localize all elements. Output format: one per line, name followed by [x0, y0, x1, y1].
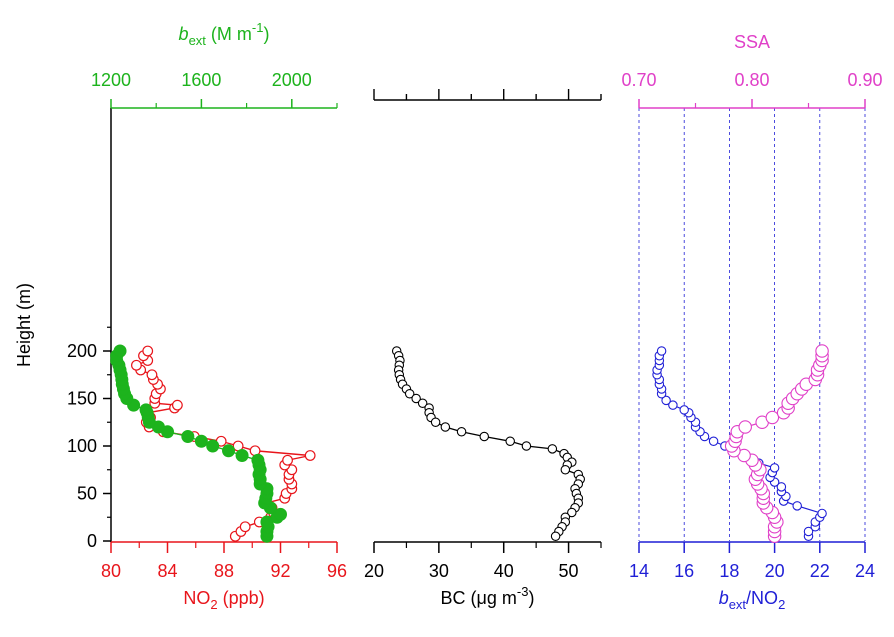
- bottom-tick-label: 88: [214, 561, 234, 581]
- y-tick-label: 150: [67, 389, 97, 409]
- bc-point: [440, 422, 451, 432]
- bottom-tick-label: 96: [327, 561, 347, 581]
- bext-point: [274, 507, 287, 521]
- bottom-tick-label: 16: [674, 561, 694, 581]
- bc-point: [560, 464, 571, 475]
- y-axis-label: Height (m): [14, 283, 34, 367]
- ratio-point: [679, 405, 689, 415]
- bottom-axis-label: BC (μg m-3): [441, 584, 535, 608]
- panel-ssa-ratio: 14 16 18 20 22 24 bext/NO2 0.70 0.80 0.90 SSA: [621, 32, 882, 612]
- ssa-point: [765, 410, 780, 425]
- bottom-tick-label: 92: [270, 561, 290, 581]
- top-axis-label: bext (M m-1): [179, 20, 270, 48]
- ratio-point: [776, 482, 787, 492]
- bottom-axis-label: NO2 (ppb): [183, 588, 264, 612]
- bext-point: [206, 439, 220, 453]
- top-tick-label: 0.90: [847, 70, 882, 90]
- top-tick-label: 2000: [272, 70, 312, 90]
- no2-point: [171, 399, 183, 411]
- bottom-tick-label: 40: [494, 561, 514, 581]
- bc-point: [547, 444, 558, 454]
- bc-point: [479, 431, 490, 442]
- y-tick-label: 100: [67, 436, 97, 456]
- bext-point: [235, 449, 249, 462]
- bottom-tick-label: 20: [364, 561, 384, 581]
- ratio-point: [769, 463, 780, 473]
- ssa-point: [815, 344, 829, 358]
- y-tick-label: 0: [87, 531, 97, 551]
- bext-point: [194, 434, 208, 448]
- bext-point: [113, 344, 127, 358]
- bc-line: [396, 350, 581, 537]
- ratio-point: [656, 346, 667, 356]
- no2-point: [131, 359, 142, 371]
- ratio-point: [661, 395, 671, 406]
- bc-point: [567, 507, 577, 518]
- panel-bc: 20 30 40 50 BC (μg m-3): [364, 89, 602, 608]
- panel-no2-bext: 0 50 100 150 200 Height (m) 80 84 88 92 96 NO2 (ppb…: [14, 20, 347, 612]
- ratio-point: [792, 501, 802, 511]
- top-tick-label: 0.80: [734, 70, 769, 90]
- bottom-tick-label: 14: [629, 561, 649, 581]
- ratio-point: [817, 508, 827, 519]
- bc-point: [521, 441, 532, 451]
- bext-point: [251, 453, 265, 467]
- bottom-tick-label: 80: [101, 561, 121, 581]
- bc-point: [505, 436, 515, 446]
- no2-point: [142, 345, 154, 357]
- bottom-tick-label: 22: [810, 561, 830, 581]
- bc-point: [456, 426, 467, 437]
- no2-point: [304, 450, 316, 461]
- bc-point: [550, 531, 561, 541]
- y-tick-label: 200: [67, 341, 97, 361]
- no2-point: [282, 454, 293, 466]
- bottom-axis-label: bext/NO2: [719, 588, 786, 612]
- no2-point: [146, 369, 158, 381]
- y-tick-label: 50: [77, 484, 97, 504]
- bc-point: [417, 398, 428, 408]
- bottom-tick-label: 84: [157, 561, 177, 581]
- top-tick-label: 1200: [91, 70, 131, 90]
- bottom-tick-label: 24: [855, 561, 875, 581]
- ratio-point: [803, 526, 814, 537]
- bext-point: [222, 444, 236, 458]
- ratio-point: [668, 400, 678, 410]
- ratio-point: [708, 436, 719, 446]
- top-tick-label: 1600: [181, 70, 221, 90]
- bc-point: [411, 393, 421, 404]
- top-tick-label: 0.70: [621, 70, 656, 90]
- bext-point: [181, 430, 195, 443]
- bottom-tick-label: 18: [719, 561, 739, 581]
- bottom-tick-label: 50: [559, 561, 579, 581]
- top-axis-label: SSA: [734, 32, 770, 52]
- no2-point: [239, 521, 251, 533]
- bottom-tick-label: 20: [765, 561, 785, 581]
- bottom-tick-label: 30: [429, 561, 449, 581]
- bc-point: [430, 417, 441, 427]
- bc-point: [404, 388, 415, 399]
- ssa-point: [738, 420, 752, 434]
- bext-point: [139, 403, 153, 417]
